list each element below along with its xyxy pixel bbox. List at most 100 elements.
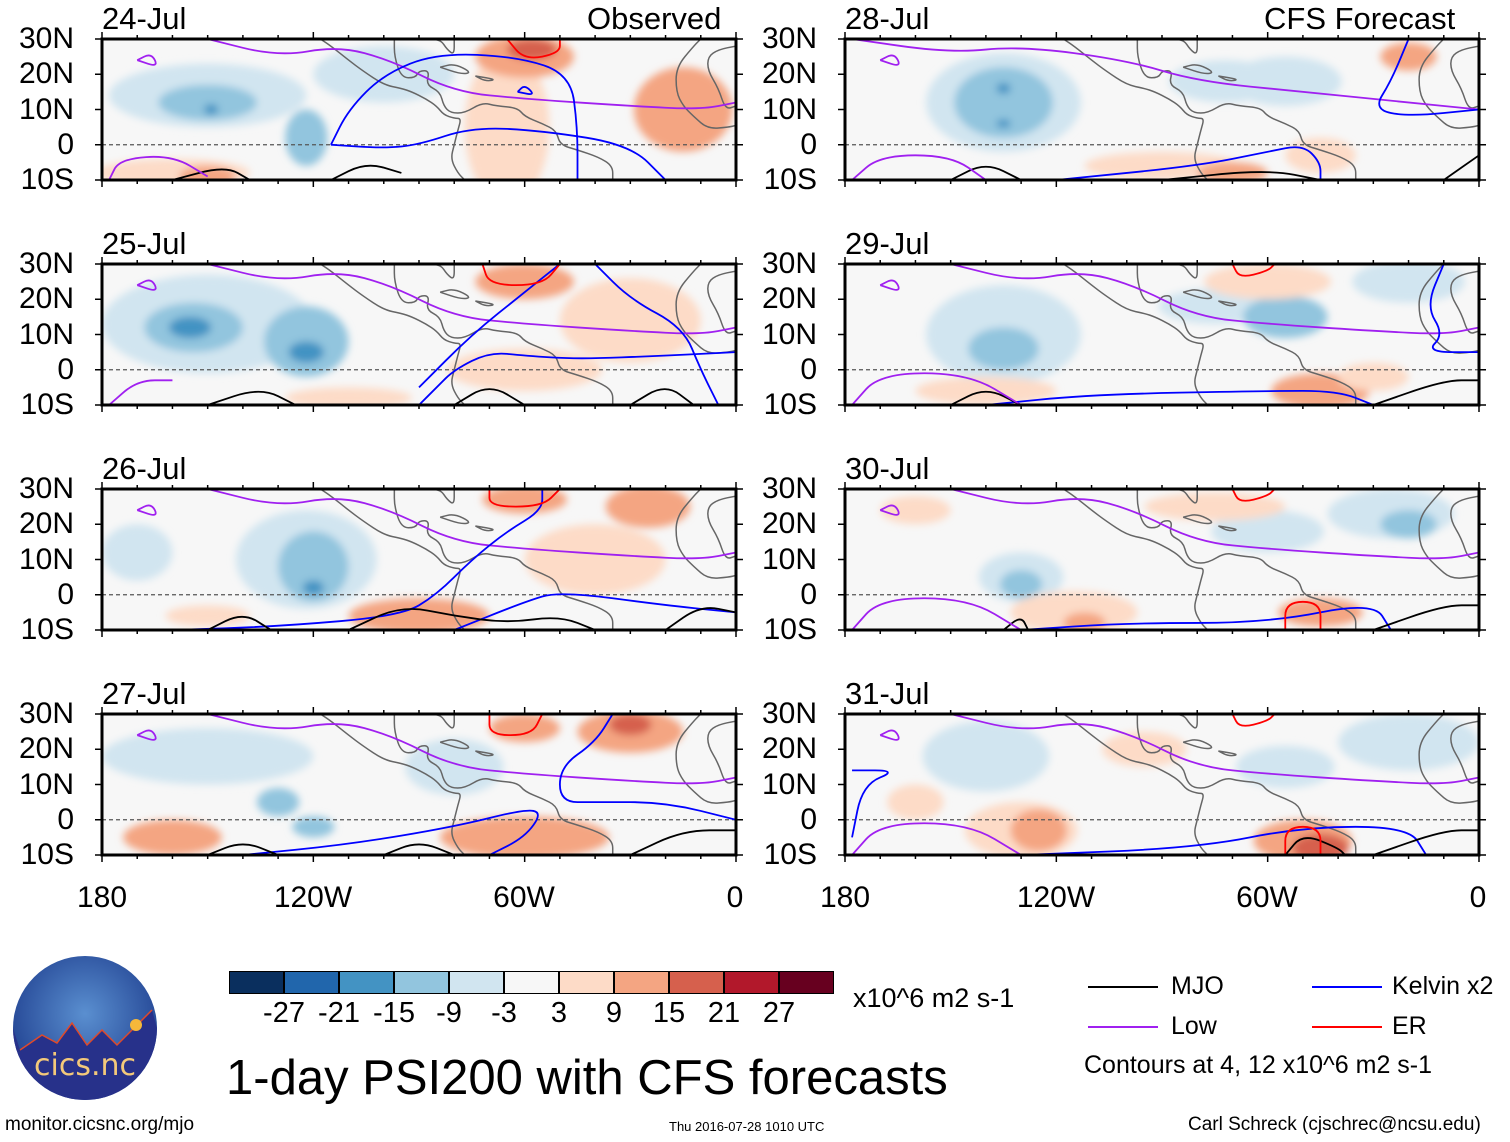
low-contour xyxy=(136,504,157,516)
lat-label: 30N xyxy=(761,247,817,280)
lat-label: 30N xyxy=(18,247,74,280)
panel-date: 26-Jul xyxy=(102,451,187,486)
colorbar-swatch xyxy=(394,971,449,994)
observed-header: Observed xyxy=(587,1,722,36)
lat-label: 30N xyxy=(761,22,817,55)
er-line-swatch xyxy=(1312,1026,1382,1028)
panel-date: 27-Jul xyxy=(102,676,187,711)
kelvin-contour xyxy=(1021,825,1427,855)
colorbar-tick-label: 3 xyxy=(550,997,568,1029)
low-contour xyxy=(136,54,157,66)
kelvin-contour xyxy=(851,769,889,838)
low-contour xyxy=(207,264,736,335)
lat-label: 10N xyxy=(18,767,74,801)
cfs-forecast-header: CFS Forecast xyxy=(1264,1,1456,36)
lon-label: 0 xyxy=(726,881,744,914)
lat-label: 10N xyxy=(761,317,817,351)
panel-date: 24-Jul xyxy=(102,1,187,36)
low-contour xyxy=(136,279,157,291)
panel-date: 25-Jul xyxy=(102,226,187,261)
colorbar-swatch xyxy=(339,971,394,994)
contours-note: Contours at 4, 12 x10^6 m2 s-1 xyxy=(1084,1051,1433,1079)
legend-label-kelvin: Kelvin x2 xyxy=(1392,972,1494,1000)
colorbar-tick-label: -9 xyxy=(436,997,462,1029)
kelvin-contour xyxy=(1056,146,1322,180)
low-contour xyxy=(879,54,900,66)
psi200-map xyxy=(838,707,1486,862)
colorbar-tick-label: 9 xyxy=(605,997,623,1029)
colorbar-tick-label: 15 xyxy=(652,997,686,1029)
low-contour xyxy=(207,39,736,110)
mjo-contour xyxy=(348,608,596,630)
low-contour xyxy=(136,729,157,741)
low-contour xyxy=(207,714,736,785)
lat-label: 10N xyxy=(18,92,74,126)
lat-label: 20N xyxy=(761,57,817,91)
low-contour xyxy=(851,597,1022,630)
low-contour xyxy=(851,372,1022,405)
lat-label: 10S xyxy=(763,388,817,421)
lat-label: 20N xyxy=(761,282,817,316)
lat-label: 10S xyxy=(20,388,74,421)
coastlines xyxy=(1062,39,1479,180)
coastlines xyxy=(1062,489,1479,630)
panel-date: 30-Jul xyxy=(845,451,930,486)
coastlines xyxy=(319,39,736,180)
panel-date: 29-Jul xyxy=(845,226,930,261)
kelvin-contour xyxy=(330,127,667,180)
lat-label: 20N xyxy=(18,507,74,541)
mjo-contour xyxy=(1284,837,1346,855)
legend-label-low: Low xyxy=(1171,1012,1217,1040)
colorbar-swatch xyxy=(724,971,779,994)
lat-label: 0 xyxy=(800,127,817,161)
footer-author: Carl Schreck (cjschrec@ncsu.edu) xyxy=(1188,1114,1481,1135)
psi200-map xyxy=(95,257,743,412)
colorbar-swatch xyxy=(449,971,504,994)
kelvin-contour xyxy=(418,264,561,389)
colorbar-tick-label: -3 xyxy=(491,997,517,1029)
er-contour xyxy=(1231,714,1276,727)
er-contour xyxy=(488,714,544,737)
mjo-line-swatch xyxy=(1088,986,1158,988)
kelvin-line-swatch xyxy=(1312,986,1382,988)
lat-label: 30N xyxy=(18,472,74,505)
lat-label: 30N xyxy=(18,697,74,730)
low-contour xyxy=(879,504,900,516)
low-contour xyxy=(108,155,209,180)
lat-label: 10S xyxy=(20,613,74,646)
er-contour xyxy=(1284,600,1322,630)
lat-label: 0 xyxy=(57,127,74,161)
er-contour xyxy=(481,264,561,287)
lat-label: 20N xyxy=(761,732,817,766)
colorbar-swatch xyxy=(559,971,614,994)
colorbar-tick-label: 21 xyxy=(707,997,741,1029)
psi200-map xyxy=(95,707,743,862)
kelvin-contour xyxy=(418,351,736,405)
low-contour xyxy=(950,264,1479,335)
panel-date: 28-Jul xyxy=(845,1,930,36)
colorbar-swatch xyxy=(284,971,339,994)
psi200-map xyxy=(838,482,1486,637)
kelvin-contour xyxy=(1021,606,1392,630)
lat-label: 20N xyxy=(18,282,74,316)
lat-label: 10N xyxy=(18,317,74,351)
cics-logo: cics.nc xyxy=(13,956,157,1100)
colorbar-units: x10^6 m2 s-1 xyxy=(853,983,1015,1013)
footer-url: monitor.cicsnc.org/mjo xyxy=(5,1114,195,1135)
legend-label-er: ER xyxy=(1392,1012,1427,1040)
shading xyxy=(915,264,1465,405)
shading xyxy=(880,489,1455,630)
lat-label: 10N xyxy=(761,92,817,126)
svg-text:cics.nc: cics.nc xyxy=(34,1048,136,1083)
legend-label-mjo: MJO xyxy=(1171,972,1224,1000)
coastlines xyxy=(1062,264,1479,405)
shading xyxy=(102,39,733,180)
er-contour xyxy=(488,489,561,508)
kelvin-contour xyxy=(985,389,1374,405)
shading xyxy=(102,714,684,855)
colorbar-tick-label: -27 xyxy=(263,997,305,1029)
kelvin-contour xyxy=(594,264,720,405)
low-contour xyxy=(851,154,987,180)
er-contour xyxy=(1231,264,1276,277)
lat-label: 10N xyxy=(18,542,74,576)
